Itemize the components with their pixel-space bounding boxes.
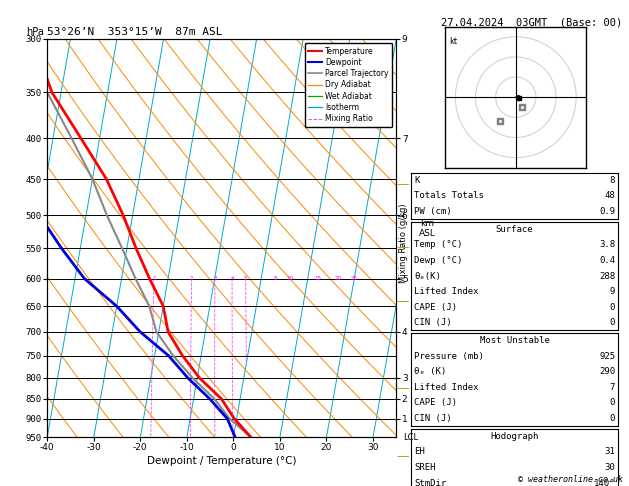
Text: kt: kt xyxy=(449,37,457,46)
Text: Surface: Surface xyxy=(496,225,533,234)
Text: 2: 2 xyxy=(190,276,193,281)
Text: 3: 3 xyxy=(213,276,216,281)
Text: LCL: LCL xyxy=(403,433,418,442)
Text: 9: 9 xyxy=(610,287,615,296)
Text: —: — xyxy=(396,382,409,395)
Text: 20: 20 xyxy=(334,276,342,281)
Text: 0: 0 xyxy=(610,414,615,423)
Text: Totals Totals: Totals Totals xyxy=(414,191,484,200)
Y-axis label: km
ASL: km ASL xyxy=(418,219,435,238)
Text: Pressure (mb): Pressure (mb) xyxy=(414,352,484,361)
Text: 4: 4 xyxy=(230,276,234,281)
Text: 53°26’N  353°15’W  87m ASL: 53°26’N 353°15’W 87m ASL xyxy=(47,27,223,37)
Text: EH: EH xyxy=(414,448,425,456)
Text: Hodograph: Hodograph xyxy=(491,432,538,441)
Text: 5: 5 xyxy=(244,276,247,281)
X-axis label: Dewpoint / Temperature (°C): Dewpoint / Temperature (°C) xyxy=(147,456,296,466)
Text: 48: 48 xyxy=(604,191,615,200)
Text: Dewp (°C): Dewp (°C) xyxy=(414,256,462,265)
Text: θₑ(K): θₑ(K) xyxy=(414,272,441,280)
Text: StmDir: StmDir xyxy=(414,479,446,486)
Text: 27.04.2024  03GMT  (Base: 00): 27.04.2024 03GMT (Base: 00) xyxy=(441,17,622,27)
Text: —: — xyxy=(396,242,409,254)
Text: 290: 290 xyxy=(599,367,615,376)
Text: Lifted Index: Lifted Index xyxy=(414,383,479,392)
Text: PW (cm): PW (cm) xyxy=(414,207,452,216)
Text: 8: 8 xyxy=(610,176,615,185)
Text: Lifted Index: Lifted Index xyxy=(414,287,479,296)
Text: CIN (J): CIN (J) xyxy=(414,414,452,423)
Text: 25: 25 xyxy=(350,276,357,281)
Text: 10: 10 xyxy=(287,276,294,281)
Text: 0: 0 xyxy=(610,399,615,407)
Text: 8: 8 xyxy=(274,276,277,281)
Text: hPa: hPa xyxy=(26,27,44,37)
Text: 7: 7 xyxy=(610,383,615,392)
Text: —: — xyxy=(396,451,409,463)
Text: 31: 31 xyxy=(604,448,615,456)
Text: 0.9: 0.9 xyxy=(599,207,615,216)
Text: CAPE (J): CAPE (J) xyxy=(414,399,457,407)
Text: 925: 925 xyxy=(599,352,615,361)
Text: —: — xyxy=(396,295,409,308)
Text: CIN (J): CIN (J) xyxy=(414,318,452,327)
Text: Temp (°C): Temp (°C) xyxy=(414,241,462,249)
Text: 0: 0 xyxy=(610,318,615,327)
Text: Mixing Ratio (g/kg): Mixing Ratio (g/kg) xyxy=(399,203,408,283)
Text: K: K xyxy=(414,176,420,185)
Text: θₑ (K): θₑ (K) xyxy=(414,367,446,376)
Text: —: — xyxy=(396,178,409,191)
Text: 0: 0 xyxy=(610,303,615,312)
Text: SREH: SREH xyxy=(414,463,435,472)
Text: 1: 1 xyxy=(152,276,155,281)
Text: 140°: 140° xyxy=(594,479,615,486)
Text: © weatheronline.co.uk: © weatheronline.co.uk xyxy=(518,474,623,484)
Legend: Temperature, Dewpoint, Parcel Trajectory, Dry Adiabat, Wet Adiabat, Isotherm, Mi: Temperature, Dewpoint, Parcel Trajectory… xyxy=(304,43,392,127)
Text: 15: 15 xyxy=(314,276,321,281)
Text: CAPE (J): CAPE (J) xyxy=(414,303,457,312)
Text: 288: 288 xyxy=(599,272,615,280)
Text: 0.4: 0.4 xyxy=(599,256,615,265)
Text: 30: 30 xyxy=(604,463,615,472)
Text: Most Unstable: Most Unstable xyxy=(479,336,550,345)
Text: 3.8: 3.8 xyxy=(599,241,615,249)
